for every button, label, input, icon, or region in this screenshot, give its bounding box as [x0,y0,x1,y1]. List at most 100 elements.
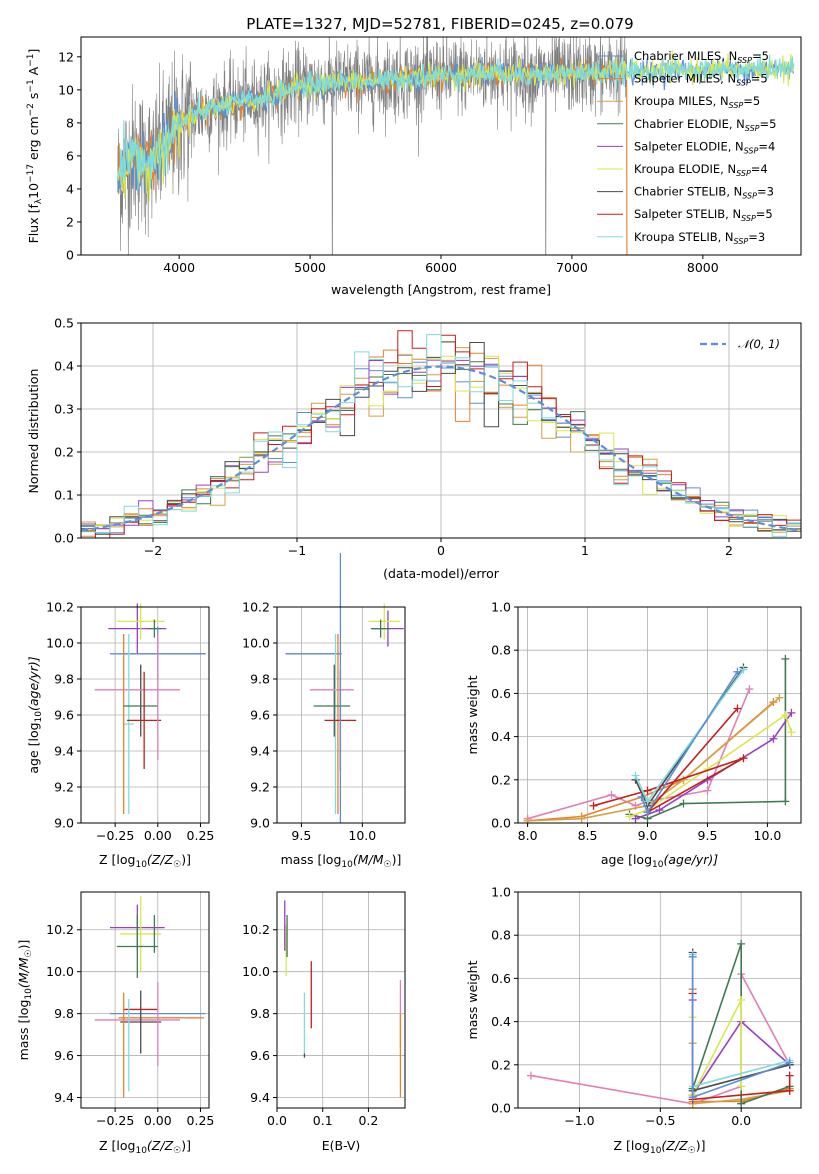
series-point-chabrier_miles [688,1093,697,1102]
series-point-chabrier_elodie [781,654,790,663]
y-tick-label: 4 [66,181,74,196]
y-tick-label: 0.8 [491,928,511,943]
y-tick-label: 2 [66,214,74,229]
y-tick-label: 10.0 [242,636,270,651]
series-point-pink [526,1071,535,1080]
series-point-salpeter_stelib [589,801,598,810]
x-tick-label: 8000 [687,260,719,275]
y-tick-label: 9.6 [250,1048,270,1063]
legend-label-chabrier_miles: Chabrier MILES, NSSP=5 [634,49,769,65]
series-point-salpeter_elodie [631,814,640,823]
series-point-pink [703,786,712,795]
x-tick-label: −0.5 [645,1113,675,1128]
mass-vs-Z-panel: −0.25 0.00 0.25 9.4 9.6 9.8 10.0 10.2 Z [log10(Z… [16,891,215,1156]
residuals-xlabel: (data-model)/error [383,566,500,581]
x-tick-label: 0.25 [187,1113,215,1128]
age-vs-Z-xlabel: Z [log10(Z/Z☉)] [99,852,191,870]
residuals-ylabel: Normed distribution [26,369,41,494]
y-tick-label: 1.0 [491,885,511,900]
y-tick-label: 9.6 [54,1048,74,1063]
x-tick-label: 0.0 [731,1113,751,1128]
x-tick-label: 10.0 [348,828,376,843]
series-point-chabrier_miles [688,952,697,961]
y-tick-label: 10 [58,82,74,97]
x-tick-label: −2 [144,543,162,558]
series-point-salpeter_stelib [739,754,748,763]
residuals-legend: 𝒩(0, 1) [700,337,780,351]
series-point-kroupa_elodie [737,1082,746,1091]
x-tick-label: 0.1 [313,1113,333,1128]
histogram-kroupa_stelib [81,334,801,537]
y-tick-label: 1.0 [491,600,511,615]
y-tick-label: 9.6 [54,708,74,723]
gaussian-legend-label: 𝒩(0, 1) [738,337,780,351]
massweight-vs-Z-ylabel: mass weight [465,960,480,1039]
y-tick-label: 9.4 [250,744,270,759]
y-tick-label: 0.2 [491,1057,511,1072]
y-tick-label: 10.2 [242,600,270,615]
series-point-salpeter_stelib [785,1086,794,1095]
y-tick-label: 10.0 [46,964,74,979]
legend-label-chabrier_elodie: Chabrier ELODIE, NSSP=5 [634,117,776,133]
series-point-salpeter_stelib [785,1071,794,1080]
x-tick-label: 0.00 [144,828,172,843]
series-point-kroupa_elodie [625,812,634,821]
legend-label-chabrier_stelib: Chabrier STELIB, NSSP=3 [634,185,774,201]
y-tick-label: 9.8 [54,1006,74,1021]
x-tick-label: 5000 [294,260,326,275]
x-tick-label: 0 [437,543,445,558]
spectrum-panel: PLATE=1327, MJD=52781, FIBERID=0245, z=0… [26,15,802,297]
series-point-chabrier_miles [643,808,652,817]
y-tick-label: 9.2 [250,780,270,795]
y-tick-label: 0 [66,248,74,263]
y-tick-label: 10.2 [242,922,270,937]
x-tick-label: 4000 [163,260,195,275]
y-tick-label: 0.4 [54,359,74,374]
series-point-chabrier_elodie [679,799,688,808]
legend-label-salpeter_miles: Salpeter MILES, NSSP=5 [634,72,768,88]
mass-vs-ebv-axes-frame [276,891,406,1109]
y-tick-label: 9.4 [250,1090,270,1105]
series-point-chabrier_miles [637,793,646,802]
model-spectrum-kroupa_stelib [117,54,795,190]
y-tick-label: 0.6 [491,971,511,986]
series-point-kroupa_stelib [643,797,652,806]
x-tick-label: 9.0 [638,828,658,843]
spectrum-legend: Chabrier MILES, NSSP=5 Salpeter MILES, NS… [597,49,776,246]
residuals-panel: −2 −1 0 1 2 0.0 0.1 0.2 0.3 0.4 0.5 (data-model)/e… [26,316,802,581]
gaussian-curve [80,365,802,532]
legend-label-salpeter_stelib: Salpeter STELIB, NSSP=5 [634,207,773,223]
series-point-salpeter_elodie [787,708,796,717]
x-tick-label: 0.00 [144,1113,172,1128]
y-tick-label: 9.6 [250,708,270,723]
mass-vs-ebv-xlabel: E(B-V) [322,1138,361,1153]
massweight-vs-Z-panel: −1.0 −0.5 0.0 0.0 0.2 0.4 0.6 0.8 1.0 Z [log10(Z/… [465,885,802,1156]
y-tick-label: 9.2 [54,780,74,795]
massweight-vs-age-ylabel: mass weight [465,675,480,754]
series-point-kroupa_elodie [787,728,796,737]
y-tick-label: 0.2 [54,445,74,460]
mass-vs-Z-xlabel: Z [log10(Z/Z☉)] [99,1138,191,1156]
y-tick-label: 10.2 [46,922,74,937]
massweight-vs-age-panel: 8.0 8.5 9.0 9.5 10.0 0.0 0.2 0.4 0.6 0.8 1.0 age [l… [465,600,802,870]
series-point-chabrier_miles [733,667,742,676]
legend-label-kroupa_miles: Kroupa MILES, NSSP=5 [634,94,760,110]
x-tick-label: 0.2 [358,1113,378,1128]
y-tick-label: 0.0 [491,1101,511,1116]
legend-label-salpeter_elodie: Salpeter ELODIE, NSSP=4 [634,139,775,155]
x-tick-label: 2 [725,543,733,558]
x-tick-label: 9.5 [698,828,718,843]
massweight-vs-Z-axes-frame [517,891,802,1109]
mass-vs-Z-axes-frame [80,891,210,1109]
series-point-kroupa_stelib [631,771,640,780]
x-tick-label: 6000 [425,260,457,275]
x-tick-label: −1 [288,543,306,558]
y-tick-label: 9.0 [54,816,74,831]
x-tick-label: 10.0 [754,828,782,843]
series-point-chabrier_elodie [737,939,746,948]
series-point-salpeter_stelib [733,704,742,713]
age-vs-Z-ylabel: age [log10(age/yr)] [26,656,44,773]
y-tick-label: 0.5 [54,316,74,331]
y-tick-label: 8 [66,115,74,130]
y-tick-label: 10.0 [242,964,270,979]
